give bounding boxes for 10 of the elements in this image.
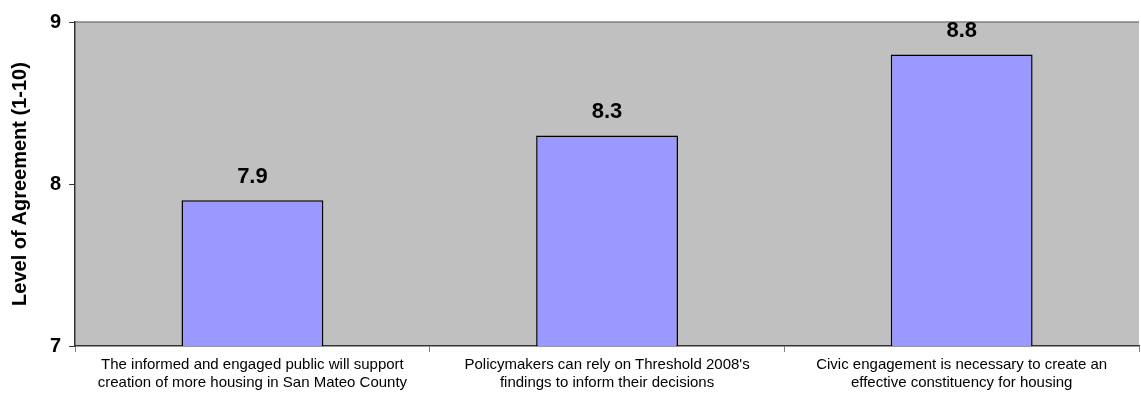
data-label: 8.3: [591, 98, 623, 124]
data-label: 7.9: [237, 163, 268, 189]
x-tick-label: The informed and engaged public will support creation of more housing in San Mateo County: [97, 355, 408, 391]
y-tick-label: 9: [50, 9, 62, 32]
data-label: 8.8: [946, 17, 977, 43]
x-tick-label: Civic engagement is necessary to create an effective constituency for housing: [816, 355, 1108, 391]
x-tick-label: Policymakers can rely on Threshold 2008's findings to inform their decisions: [464, 355, 750, 391]
y-axis-title: Level of Agreement (1-10): [7, 62, 30, 306]
y-tick-label: 8: [50, 171, 62, 194]
y-tick-label: 7: [50, 333, 62, 356]
